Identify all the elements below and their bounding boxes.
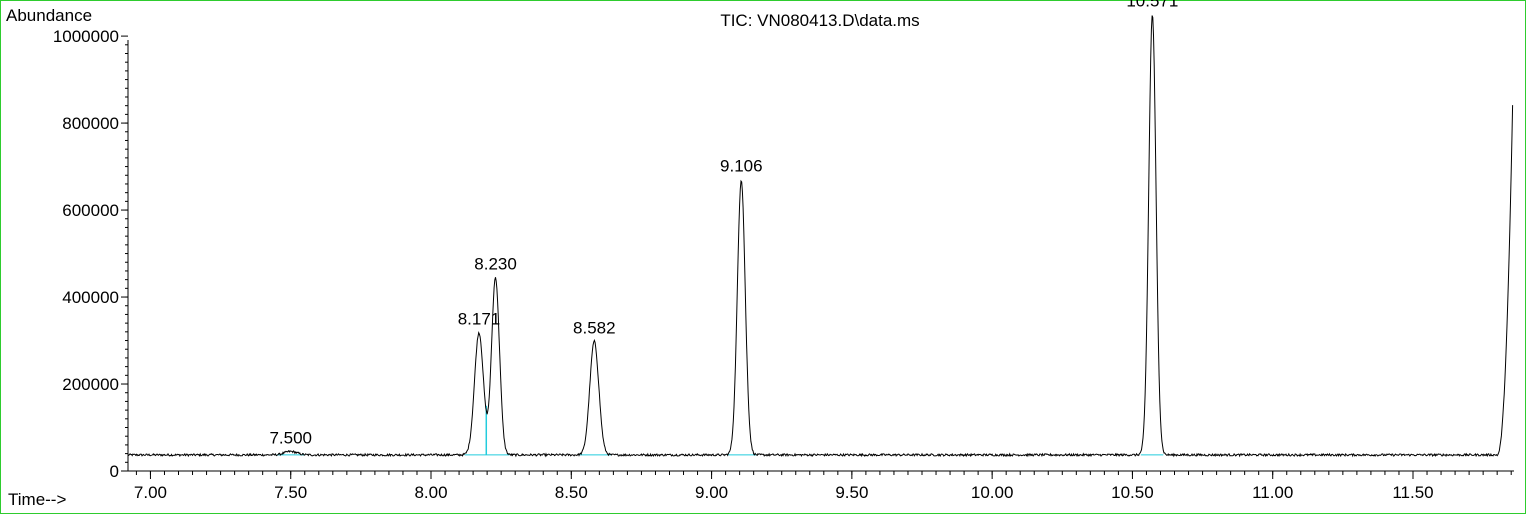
peak-label: 7.500	[269, 428, 312, 447]
x-tick-label: 11.00	[1252, 483, 1293, 502]
x-tick-label: 8.50	[555, 483, 588, 502]
peak-label: 8.230	[474, 254, 517, 273]
x-tick-label: 7.50	[274, 483, 307, 502]
y-tick-label: 200000	[62, 375, 119, 394]
peak-label: 8.582	[573, 318, 616, 337]
x-tick-label: 7.00	[134, 483, 167, 502]
peak-labels: 7.500 8.171 8.230 8.582 9.106 10.571	[269, 0, 1178, 447]
peak-label: 9.106	[720, 157, 763, 176]
x-tick-label: 10.50	[1111, 483, 1154, 502]
peak-label: 8.171	[458, 310, 501, 329]
x-tick-label: 10.00	[971, 483, 1014, 502]
x-tick-label: 9.00	[695, 483, 728, 502]
x-tick-label: 11.50	[1392, 483, 1433, 502]
y-tick-label: 1000000	[53, 27, 119, 46]
x-tick-label: 9.50	[835, 483, 868, 502]
peak-label: 10.571	[1126, 0, 1178, 10]
y-tick-label: 400000	[62, 288, 119, 307]
x-tick-label: 8.00	[414, 483, 447, 502]
y-tick-label: 600000	[62, 201, 119, 220]
y-tick-label: 800000	[62, 114, 119, 133]
y-tick-label: 0	[110, 462, 119, 481]
integration-baselines	[276, 405, 1164, 456]
tic-trace	[127, 15, 1514, 458]
chart-title: TIC: VN080413.D\data.ms	[720, 11, 919, 30]
y-axis-label: Abundance	[6, 6, 92, 25]
axes: 0 200000 400000 600000 800000 1000000 7.00 7.50…	[53, 27, 1514, 502]
x-axis-label: Time-->	[8, 490, 66, 509]
